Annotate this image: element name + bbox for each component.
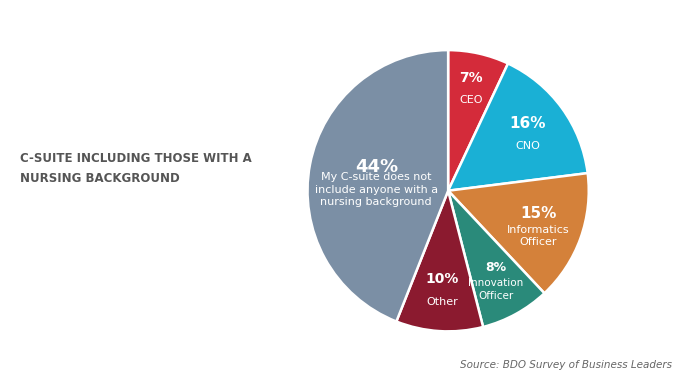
Wedge shape — [397, 191, 483, 331]
Text: 10%: 10% — [425, 272, 458, 286]
Text: Informatics
Officer: Informatics Officer — [507, 225, 570, 247]
Text: 16%: 16% — [509, 116, 546, 131]
Text: 15%: 15% — [520, 206, 556, 221]
Text: 7%: 7% — [459, 71, 483, 85]
Wedge shape — [448, 50, 508, 191]
Wedge shape — [448, 191, 545, 327]
Wedge shape — [448, 64, 587, 191]
Wedge shape — [308, 50, 448, 322]
Text: 44%: 44% — [354, 158, 398, 176]
Text: C-SUITE INCLUDING THOSE WITH A
NURSING BACKGROUND: C-SUITE INCLUDING THOSE WITH A NURSING B… — [20, 152, 251, 185]
Text: My C-suite does not
include anyone with a
nursing background: My C-suite does not include anyone with … — [315, 172, 438, 207]
Text: Source: BDO Survey of Business Leaders: Source: BDO Survey of Business Leaders — [460, 360, 672, 370]
Text: CEO: CEO — [460, 95, 483, 105]
Wedge shape — [448, 173, 589, 293]
Text: CNO: CNO — [515, 141, 540, 151]
Text: Other: Other — [426, 297, 458, 307]
Text: Innovation
Officer: Innovation Officer — [468, 279, 524, 301]
Text: 8%: 8% — [485, 261, 506, 274]
